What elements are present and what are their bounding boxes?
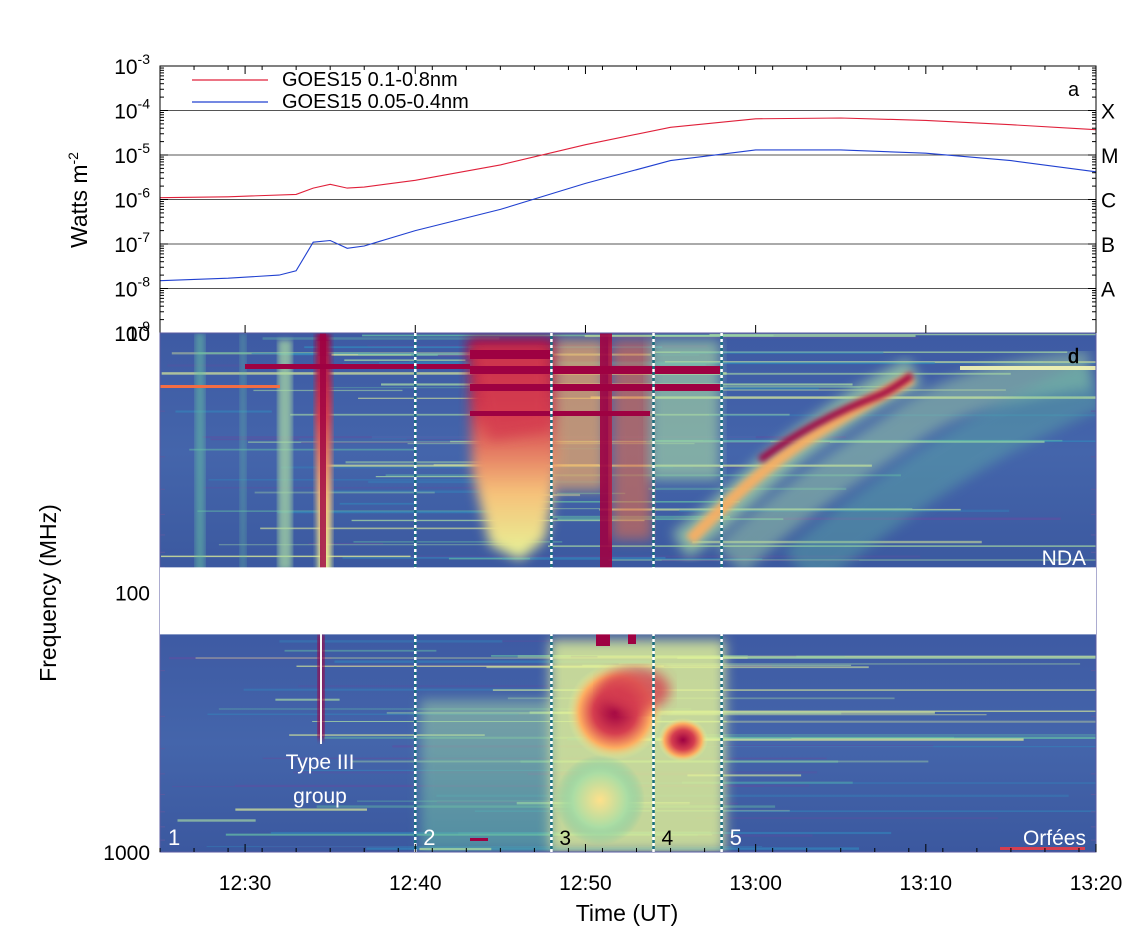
time-marker-label-0: 1 bbox=[168, 825, 180, 850]
series-line-0 bbox=[159, 117, 1097, 199]
time-marker-label-1: 2 bbox=[423, 825, 435, 850]
y-tick-label-2: 10-5 bbox=[114, 140, 150, 168]
legend-entry-long: GOES15 0.1-0.8nm bbox=[282, 69, 458, 91]
time-marker-label-3: 4 bbox=[662, 827, 674, 850]
flare-class-a: A bbox=[1101, 279, 1115, 302]
flare-class-c: C bbox=[1101, 190, 1116, 213]
goes-series bbox=[159, 117, 1097, 282]
flare-class-x: X bbox=[1101, 101, 1115, 124]
flare-class-b: B bbox=[1101, 234, 1115, 257]
time-tick-label-3: 13:00 bbox=[729, 872, 782, 895]
freq-tick-label-1: 100 bbox=[115, 583, 150, 606]
data-gap bbox=[160, 567, 1096, 635]
y-tick-label-0: 10-3 bbox=[114, 51, 150, 79]
y-tick-label-6: 10-9 bbox=[114, 318, 150, 346]
goes-panel-label: a bbox=[1068, 79, 1080, 101]
y-tick-label-4: 10-7 bbox=[114, 229, 150, 257]
freq-tick-label-0: 10 bbox=[127, 323, 150, 346]
series-line-1 bbox=[159, 149, 1097, 282]
radio-spectrum-panel: 1 2 3 4 5 10 100 1000 12:30 12:40 12:50 13:00 13:1… bbox=[35, 66, 1123, 926]
legend-entry-short: GOES15 0.05-0.4nm bbox=[282, 91, 469, 113]
time-tick-label-5: 13:20 bbox=[1070, 872, 1123, 895]
time-tick-label-0: 12:30 bbox=[219, 872, 272, 895]
time-marker-label-2: 3 bbox=[559, 827, 571, 850]
orfees-instrument-label: Orfées bbox=[1023, 827, 1086, 850]
y-tick-label-5: 10-8 bbox=[114, 274, 150, 302]
annotation-line-2: group bbox=[293, 785, 347, 808]
time-tick-label-4: 13:10 bbox=[900, 872, 953, 895]
flare-class-m: M bbox=[1101, 145, 1119, 168]
time-x-ticks: 12:30 12:40 12:50 13:00 13:10 13:20 bbox=[159, 66, 1123, 895]
goes-y-ticks: 10-3 10-4 10-5 10-6 10-7 10-8 10-9 bbox=[114, 51, 1096, 346]
orfees-spectrogram bbox=[160, 634, 1096, 852]
y-tick-label-1: 10-4 bbox=[114, 96, 150, 124]
annotation-line-1: Type III bbox=[286, 751, 355, 774]
frequency-y-axis-label: Frequency (MHz) bbox=[35, 504, 61, 682]
nda-spectrogram bbox=[160, 333, 1096, 573]
time-x-axis-label: Time (UT) bbox=[576, 900, 679, 926]
y-tick-label-3: 10-6 bbox=[114, 185, 150, 213]
freq-tick-label-2: 1000 bbox=[103, 842, 150, 865]
time-tick-label-2: 12:50 bbox=[559, 872, 612, 895]
time-tick-label-1: 12:40 bbox=[389, 872, 442, 895]
nda-instrument-label: NDA bbox=[1042, 547, 1086, 570]
flare-class-gridlines bbox=[160, 110, 1096, 289]
frequency-y-ticks: 10 100 1000 bbox=[103, 323, 1096, 865]
goes-y-axis-label: Watts m-2 bbox=[65, 152, 92, 248]
time-marker-label-4: 5 bbox=[730, 825, 742, 850]
spectrum-panel-label: d bbox=[1068, 346, 1079, 368]
goes-legend: GOES15 0.1-0.8nm GOES15 0.05-0.4nm bbox=[192, 69, 469, 113]
